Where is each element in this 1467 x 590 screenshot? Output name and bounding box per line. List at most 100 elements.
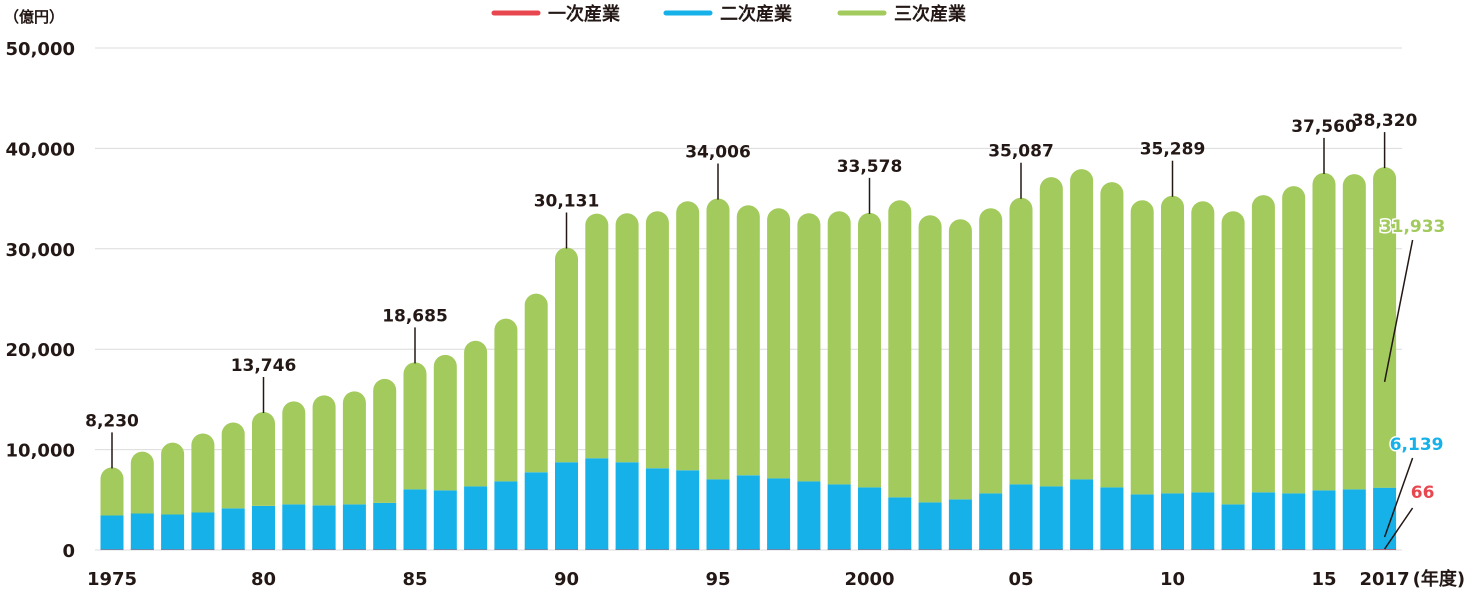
- bar-1988-s1: [494, 481, 518, 550]
- bar-1994-s1: [676, 470, 700, 550]
- bar-1990-s1: [555, 462, 578, 550]
- bar-1985-s1: [403, 489, 427, 550]
- bar-1982-s1: [312, 505, 336, 550]
- bar-1982-s2: [312, 395, 336, 506]
- bar-1978-s1: [191, 512, 215, 550]
- bar-2006-s1: [1039, 486, 1063, 550]
- legend-label-1: 二次産業: [720, 3, 793, 25]
- total-label-42: 38,320: [1352, 111, 1418, 131]
- bar-1991-s2: [585, 213, 609, 459]
- y-unit-label: （億円）: [4, 8, 64, 26]
- bar-2001-s1: [888, 497, 912, 550]
- bar-1981-s2: [282, 401, 306, 505]
- bar-1993-s2: [645, 211, 669, 469]
- bar-2014-s2: [1282, 186, 1306, 494]
- x-tick-95: 95: [705, 569, 730, 590]
- x-tick-2017: 2017: [1360, 569, 1410, 590]
- x-tick-80: 80: [251, 569, 276, 590]
- segment-label-s1: 6,139: [1390, 435, 1444, 455]
- y-axis: 0 10,000 20,000 30,000 40,000 50,000: [6, 39, 75, 562]
- x-tick-85: 85: [402, 569, 427, 590]
- total-label-30: 35,087: [988, 142, 1054, 162]
- bar-1976-s2: [130, 451, 154, 514]
- bar-1980-s1: [252, 505, 275, 550]
- legend: 一次産業 二次産業 三次産業: [491, 3, 967, 25]
- bar-1993-s1: [645, 468, 669, 550]
- bar-1995-s1: [706, 479, 730, 550]
- bar-1998-s2: [797, 213, 821, 482]
- legend-label-2: 三次産業: [894, 3, 967, 25]
- bar-1981-s1: [282, 504, 306, 550]
- bar-2003-s2: [948, 219, 972, 500]
- bar-2008-s1: [1100, 487, 1124, 550]
- bar-1992-s1: [615, 462, 639, 550]
- total-label-0: 8,230: [85, 411, 139, 431]
- bar-2009-s2: [1130, 200, 1154, 495]
- total-label-40: 37,560: [1291, 117, 1357, 137]
- bar-1979-s2: [221, 422, 245, 509]
- y-tick-0: 0: [62, 541, 75, 562]
- bar-2004-s2: [979, 208, 1003, 494]
- bar-2005-s1: [1009, 484, 1033, 550]
- bar-1996-s1: [736, 475, 760, 550]
- bar-1997-s1: [767, 478, 791, 550]
- y-tick-30000: 30,000: [6, 240, 75, 261]
- bar-1977-s1: [161, 514, 185, 550]
- bar-1991-s1: [585, 458, 609, 550]
- bar-2014-s1: [1282, 493, 1306, 550]
- total-label-35: 35,289: [1140, 140, 1206, 160]
- bar-1994-s2: [676, 201, 700, 471]
- bar-1975-s1: [100, 515, 124, 550]
- x-axis-suffix: (年度): [1413, 568, 1465, 590]
- bar-2007-s2: [1070, 169, 1094, 480]
- bar-2000-s2: [858, 212, 881, 488]
- bar-2010-s2: [1161, 195, 1184, 494]
- annotations: 8,230 13,746 18,685 30,131 34,006 33,578 35,08…: [85, 111, 1447, 550]
- bar-1988-s2: [494, 318, 518, 482]
- bar-1986-s2: [433, 354, 457, 491]
- total-label-10: 18,685: [382, 306, 448, 326]
- x-tick-10: 10: [1160, 569, 1185, 590]
- y-tick-10000: 10,000: [6, 441, 75, 462]
- bar-1987-s1: [464, 486, 488, 550]
- bar-1975-s2: [100, 467, 124, 516]
- bar-1987-s2: [464, 340, 488, 487]
- bar-2015-s1: [1312, 490, 1336, 550]
- x-tick-05: 05: [1008, 569, 1033, 590]
- bar-1995-s2: [706, 198, 730, 480]
- bar-2008-s2: [1100, 182, 1124, 488]
- bar-2002-s2: [918, 215, 942, 503]
- bar-1984-s1: [373, 502, 397, 550]
- y-tick-20000: 20,000: [6, 340, 75, 361]
- x-tick-90: 90: [554, 569, 579, 590]
- bar-2012-s1: [1221, 504, 1245, 550]
- bars: [100, 167, 1397, 550]
- segment-label-s0: 66: [1411, 483, 1435, 503]
- total-label-15: 30,131: [534, 191, 600, 211]
- bar-1999-s1: [827, 484, 851, 550]
- bar-2006-s2: [1039, 177, 1063, 487]
- bar-1989-s2: [524, 293, 548, 473]
- bar-2011-s1: [1191, 492, 1215, 550]
- bar-1986-s1: [433, 490, 457, 550]
- legend-label-0: 一次産業: [548, 3, 621, 25]
- segment-leader-s0: [1383, 507, 1414, 550]
- x-tick-2000: 2000: [844, 569, 894, 590]
- x-tick-15: 15: [1311, 569, 1336, 590]
- bar-2013-s2: [1251, 195, 1275, 493]
- bar-1977-s2: [161, 442, 185, 515]
- bar-1985-s2: [403, 362, 427, 490]
- bar-1978-s2: [191, 433, 215, 513]
- total-label-5: 13,746: [231, 356, 297, 376]
- bar-1980-s2: [252, 411, 275, 506]
- total-label-20: 34,006: [685, 143, 751, 163]
- y-tick-50000: 50,000: [6, 39, 75, 60]
- bar-2007-s1: [1070, 479, 1094, 550]
- bar-1976-s1: [130, 513, 154, 550]
- bar-1998-s1: [797, 481, 821, 550]
- bar-2017-s2: [1373, 167, 1397, 488]
- bar-1989-s1: [524, 472, 548, 550]
- bar-2015-s2: [1312, 172, 1336, 491]
- bar-1992-s2: [615, 213, 639, 463]
